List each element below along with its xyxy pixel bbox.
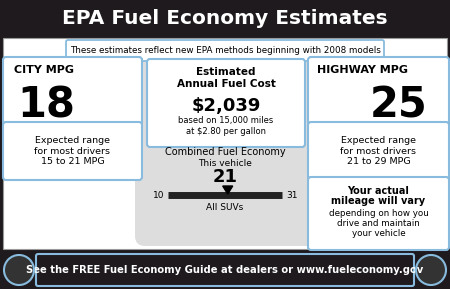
Text: Estimated
Annual Fuel Cost: Estimated Annual Fuel Cost [176, 67, 275, 89]
Text: drive and maintain: drive and maintain [337, 218, 420, 227]
Text: 21: 21 [212, 168, 238, 186]
Polygon shape [223, 186, 233, 194]
Text: EPA Fuel Economy Estimates: EPA Fuel Economy Estimates [62, 10, 388, 29]
Text: based on 15,000 miles
at $2.80 per gallon: based on 15,000 miles at $2.80 per gallo… [178, 116, 274, 136]
FancyBboxPatch shape [66, 40, 384, 61]
FancyBboxPatch shape [3, 57, 142, 125]
Text: $2,039: $2,039 [191, 97, 261, 115]
Text: 18: 18 [17, 85, 75, 127]
Circle shape [4, 255, 34, 285]
FancyBboxPatch shape [308, 177, 449, 250]
FancyBboxPatch shape [147, 59, 305, 147]
Text: Your actual: Your actual [347, 186, 410, 196]
Text: Expected range
for most drivers
15 to 21 MPG: Expected range for most drivers 15 to 21… [35, 136, 111, 166]
Text: depending on how you: depending on how you [328, 208, 428, 218]
Text: HIGHWAY MPG: HIGHWAY MPG [317, 65, 408, 75]
Text: Expected range
for most drivers
21 to 29 MPG: Expected range for most drivers 21 to 29… [341, 136, 417, 166]
Text: See the FREE Fuel Economy Guide at dealers or www.fueleconomy.gov: See the FREE Fuel Economy Guide at deale… [27, 265, 423, 275]
Text: 10: 10 [153, 190, 164, 199]
FancyBboxPatch shape [3, 38, 447, 249]
Text: mileage will vary: mileage will vary [332, 196, 426, 206]
Circle shape [416, 255, 446, 285]
FancyBboxPatch shape [135, 48, 317, 246]
Text: These estimates reflect new EPA methods beginning with 2008 models: These estimates reflect new EPA methods … [70, 46, 380, 55]
FancyBboxPatch shape [0, 251, 450, 289]
FancyBboxPatch shape [308, 57, 449, 125]
Text: CITY MPG: CITY MPG [14, 65, 74, 75]
FancyBboxPatch shape [308, 122, 449, 180]
FancyBboxPatch shape [36, 254, 414, 286]
Text: your vehicle: your vehicle [352, 229, 405, 238]
FancyBboxPatch shape [0, 0, 450, 38]
FancyBboxPatch shape [3, 122, 142, 180]
Text: This vehicle: This vehicle [198, 158, 252, 168]
Text: 25: 25 [370, 85, 428, 127]
Text: All SUVs: All SUVs [207, 203, 243, 212]
Text: Combined Fuel Economy: Combined Fuel Economy [165, 147, 285, 157]
Text: 31: 31 [286, 190, 297, 199]
